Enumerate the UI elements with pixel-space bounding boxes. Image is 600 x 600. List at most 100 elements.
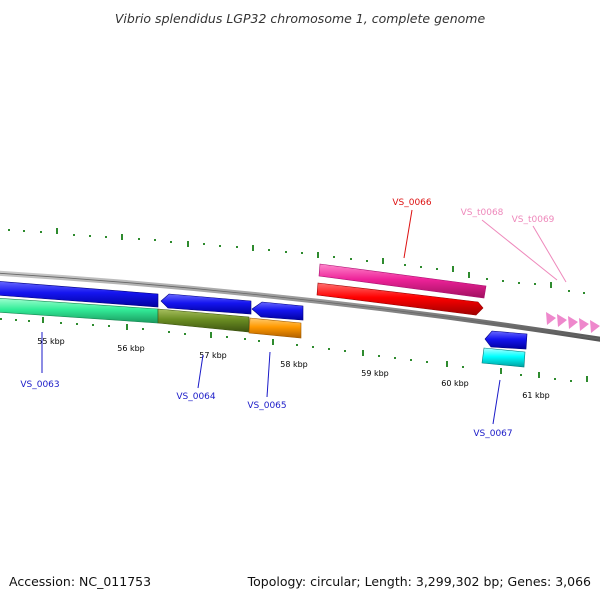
inner-tick (42, 317, 44, 323)
gene-label-VS_t0069[interactable]: VS_t0069 (512, 215, 555, 225)
outer-tick (518, 282, 520, 284)
inner-tick (210, 332, 212, 338)
outer-tick (40, 231, 42, 233)
outer-tick (486, 278, 488, 280)
trna-arrows[interactable] (546, 312, 600, 333)
outer-tick (170, 241, 172, 243)
leader-VS_t0068 (481, 219, 558, 281)
trna-arrow[interactable] (590, 320, 600, 333)
inner-tick (142, 328, 144, 330)
gene-label-VS_0064[interactable]: VS_0064 (176, 392, 216, 402)
inner-tick (586, 376, 588, 382)
inner-tick (538, 372, 540, 378)
inner-tick (500, 368, 502, 374)
inner-tick (258, 340, 260, 342)
gene-VS_0063-cds[interactable] (0, 281, 159, 308)
kbp-label-59: 59 kbp (361, 369, 389, 378)
kbp-label-61: 61 kbp (522, 391, 550, 400)
gene-label-VS_0065[interactable]: VS_0065 (247, 401, 286, 411)
gene-label-VS_0066[interactable]: VS_0066 (392, 198, 432, 208)
inner-tick (28, 320, 30, 322)
outer-tick (568, 290, 570, 292)
inner-tick (328, 348, 330, 350)
trna-arrow[interactable] (546, 312, 556, 325)
outer-tick (8, 229, 10, 231)
inner-tick (0, 318, 2, 320)
inner-tick (296, 344, 298, 346)
gene-label-VS_0067[interactable]: VS_0067 (473, 429, 512, 439)
inner-tick (244, 338, 246, 340)
gene-label-VS_t0068[interactable]: VS_t0068 (461, 208, 504, 218)
outer-tick (89, 235, 91, 237)
kbp-label-58: 58 kbp (280, 360, 308, 369)
inner-tick (92, 324, 94, 326)
inner-tick (184, 333, 186, 335)
outer-tick-row (8, 228, 585, 294)
inner-tick (426, 361, 428, 363)
leader-VS_0067 (492, 379, 501, 425)
inner-tick (554, 378, 556, 380)
accession-text: Accession: NC_011753 (9, 574, 151, 589)
outer-tick (187, 241, 189, 247)
outer-tick (502, 280, 504, 282)
gene-VS_0065-gene[interactable] (248, 317, 302, 339)
outer-tick (534, 283, 536, 285)
outer-tick (154, 239, 156, 241)
trna-arrow[interactable] (568, 316, 578, 329)
inner-tick (462, 366, 464, 368)
outer-tick (382, 258, 384, 264)
trna-arrow[interactable] (557, 314, 567, 327)
outer-tick (219, 245, 221, 247)
genome-backbone-edge (0, 272, 600, 340)
inner-tick (126, 324, 128, 330)
outer-tick (203, 243, 205, 245)
outer-tick (468, 272, 470, 278)
gene-VS_0064-cds[interactable] (160, 293, 252, 315)
outer-tick (350, 258, 352, 260)
outer-tick (420, 266, 422, 268)
outer-tick (121, 234, 123, 240)
outer-tick (105, 236, 107, 238)
outer-tick (138, 238, 140, 240)
gene-VS_0067-cds[interactable] (484, 330, 528, 350)
inner-tick (410, 359, 412, 361)
outer-tick (452, 266, 454, 272)
topology-summary-text: Topology: circular; Length: 3,299,302 bp… (247, 574, 591, 589)
kbp-label-56: 56 kbp (117, 344, 145, 353)
gene-VS_0067-gene[interactable] (481, 347, 526, 368)
inner-tick (108, 325, 110, 327)
outer-tick (583, 292, 585, 294)
inner-tick (344, 350, 346, 352)
inner-tick (168, 331, 170, 333)
outer-tick (285, 251, 287, 253)
outer-tick (404, 264, 406, 266)
outer-tick (366, 260, 368, 262)
leader-VS_0065 (266, 351, 271, 398)
inner-tick (15, 319, 17, 321)
outer-tick (317, 252, 319, 258)
kbp-label-55: 55 kbp (37, 337, 65, 346)
inner-tick (312, 346, 314, 348)
outer-tick (56, 228, 58, 234)
inner-tick (520, 374, 522, 376)
outer-tick (268, 249, 270, 251)
inner-tick (272, 339, 274, 345)
inner-tick (570, 380, 572, 382)
kbp-label-60: 60 kbp (441, 379, 469, 388)
gene-VS_0066-misc-feature[interactable] (318, 263, 487, 299)
outer-tick (436, 268, 438, 270)
outer-tick (23, 230, 25, 232)
kbp-label-57: 57 kbp (199, 351, 227, 360)
inner-tick (378, 355, 380, 357)
leader-VS_0066 (403, 209, 413, 259)
outer-tick (73, 234, 75, 236)
outer-tick (301, 252, 303, 254)
trna-arrow[interactable] (579, 318, 589, 331)
gene-label-VS_0063[interactable]: VS_0063 (20, 380, 59, 390)
gene-VS_0066-cds[interactable] (316, 282, 484, 316)
leader-VS_t0069 (532, 225, 567, 283)
gene-VS_0065-cds[interactable] (251, 301, 304, 321)
inner-tick-row (0, 317, 588, 382)
